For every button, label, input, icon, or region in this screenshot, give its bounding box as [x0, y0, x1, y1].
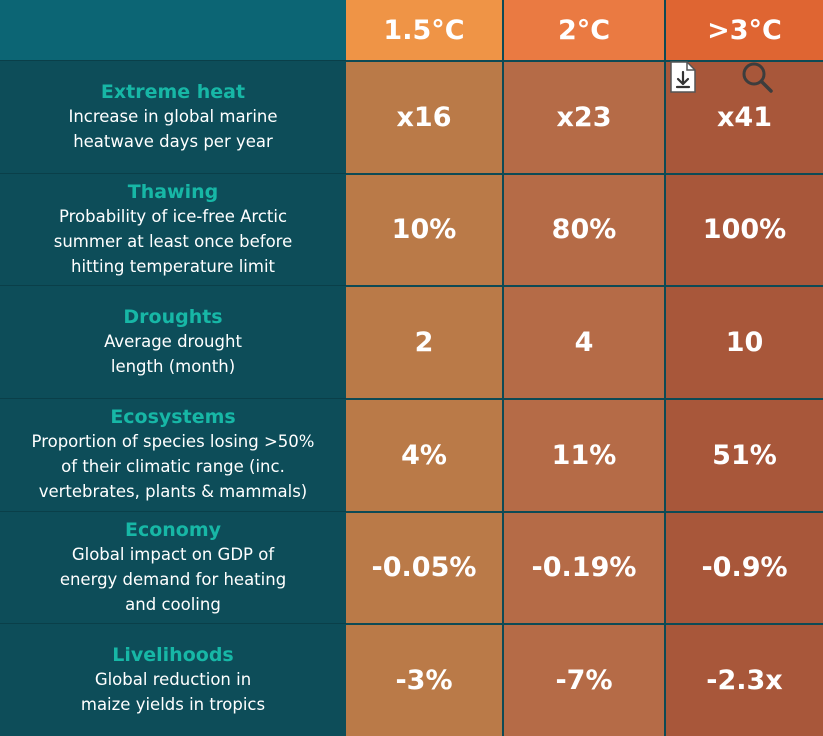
description-line: length (month): [110, 357, 236, 377]
description-line: summer at least once before: [53, 231, 293, 251]
value-cell: -7%: [502, 623, 664, 736]
column-header-1-5c: 1.5°C: [346, 0, 502, 60]
category-title: Livelihoods: [112, 644, 234, 667]
image-toolbar: [664, 60, 823, 96]
description-line: Global impact on GDP of: [71, 544, 275, 564]
magnifier-icon: [742, 62, 773, 93]
category-title: Ecosystems: [110, 406, 236, 429]
value-cell: -0.9%: [664, 510, 823, 624]
zoom-button[interactable]: [740, 60, 774, 94]
value-cell: -0.05%: [346, 510, 502, 624]
value-cell: -2.3x: [664, 623, 823, 736]
value-cell: 80%: [502, 172, 664, 286]
row-label-thawing: Thawing Probability of ice-free Arctic s…: [0, 172, 346, 286]
row-label-ecosystems: Ecosystems Proportion of species losing …: [0, 397, 346, 511]
category-title: Extreme heat: [100, 80, 246, 103]
header-corner: [0, 0, 346, 60]
description-line: maize yields in tropics: [80, 695, 266, 715]
description-line: Global reduction in: [94, 670, 252, 690]
description-line: hitting temperature limit: [71, 256, 275, 276]
row-label-livelihoods: Livelihoods Global reduction in maize yi…: [0, 623, 346, 736]
value-cell: x16: [346, 60, 502, 173]
description-line: Average drought: [104, 332, 242, 352]
value-cell: -3%: [346, 623, 502, 736]
value-cell: 2: [346, 285, 502, 398]
category-title: Droughts: [123, 306, 223, 329]
value-cell: 100%: [664, 172, 823, 286]
value-cell: -0.19%: [502, 510, 664, 624]
description-line: Proportion of species losing >50%: [31, 432, 315, 452]
category-title: Thawing: [127, 180, 219, 203]
download-icon: [670, 61, 696, 93]
description-line: Increase in global marine: [68, 106, 278, 126]
description-line: vertebrates, plants & mammals): [38, 482, 308, 502]
row-label-economy: Economy Global impact on GDP of energy d…: [0, 510, 346, 624]
category-title: Economy: [124, 518, 222, 541]
value-cell: 11%: [502, 397, 664, 511]
description-line: and cooling: [125, 594, 221, 614]
column-header-2c: 2°C: [502, 0, 664, 60]
value-cell: x23: [502, 60, 664, 173]
download-button[interactable]: [668, 60, 698, 94]
value-cell: 51%: [664, 397, 823, 511]
value-cell: 10: [664, 285, 823, 398]
value-cell: 4%: [346, 397, 502, 511]
column-header-3c: >3°C: [664, 0, 823, 60]
row-label-extreme-heat: Extreme heat Increase in global marine h…: [0, 60, 346, 173]
row-label-droughts: Droughts Average drought length (month): [0, 285, 346, 398]
description-line: heatwave days per year: [73, 131, 273, 151]
value-cell: 4: [502, 285, 664, 398]
value-cell: 10%: [346, 172, 502, 286]
description-line: of their climatic range (inc.: [61, 457, 285, 477]
description-line: energy demand for heating: [59, 569, 287, 589]
description-line: Probability of ice-free Arctic: [58, 206, 288, 226]
